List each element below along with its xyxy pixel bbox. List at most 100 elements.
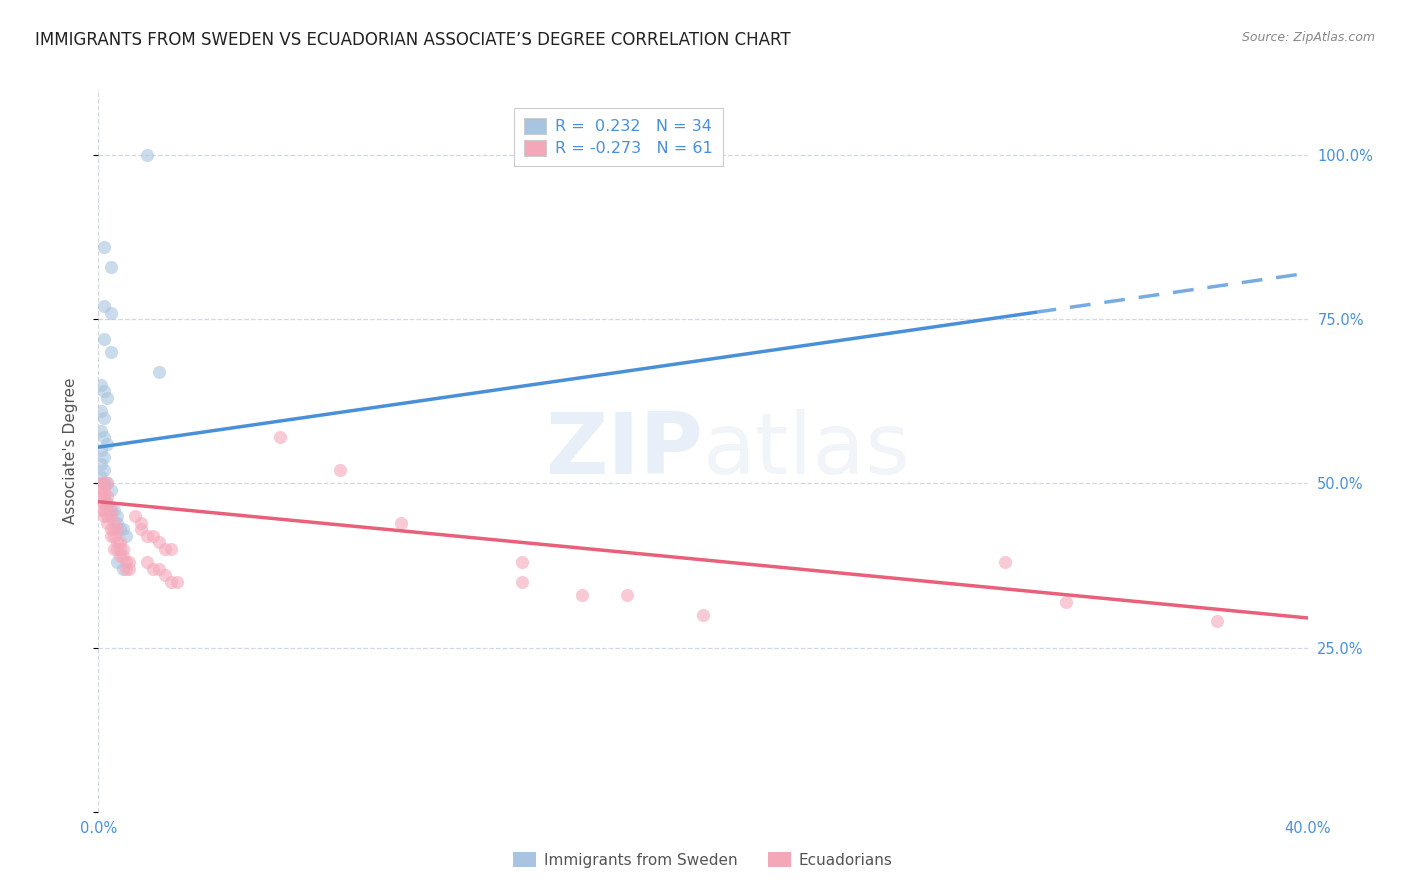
Point	[105, 555, 128, 569]
Point	[994, 555, 1017, 569]
Point	[103, 502, 125, 516]
Point	[103, 529, 125, 543]
Point	[114, 562, 136, 576]
Point	[111, 562, 134, 576]
Point	[90, 457, 112, 471]
Point	[100, 260, 122, 274]
Point	[100, 345, 122, 359]
Text: IMMIGRANTS FROM SWEDEN VS ECUADORIAN ASSOCIATE’S DEGREE CORRELATION CHART: IMMIGRANTS FROM SWEDEN VS ECUADORIAN ASS…	[35, 31, 790, 49]
Point	[105, 516, 128, 530]
Point	[100, 305, 122, 319]
Point	[103, 522, 125, 536]
Point	[148, 535, 170, 549]
Point	[129, 516, 152, 530]
Point	[108, 549, 131, 563]
Point	[135, 529, 157, 543]
Point	[96, 490, 118, 504]
Point	[96, 516, 118, 530]
Point	[148, 562, 170, 576]
Point	[135, 555, 157, 569]
Point	[93, 299, 115, 313]
Point	[616, 588, 638, 602]
Point	[90, 424, 112, 438]
Point	[90, 483, 112, 497]
Point	[1206, 614, 1229, 628]
Point	[100, 502, 122, 516]
Point	[93, 490, 115, 504]
Point	[103, 516, 125, 530]
Point	[90, 476, 112, 491]
Point	[96, 502, 118, 516]
Point	[90, 490, 112, 504]
Point	[90, 377, 112, 392]
Point	[129, 522, 152, 536]
Point	[148, 365, 170, 379]
Point	[108, 541, 131, 556]
Legend: R =  0.232   N = 34, R = -0.273   N = 61: R = 0.232 N = 34, R = -0.273 N = 61	[515, 108, 723, 166]
Point	[114, 529, 136, 543]
Legend: Immigrants from Sweden, Ecuadorians: Immigrants from Sweden, Ecuadorians	[508, 846, 898, 873]
Point	[329, 463, 352, 477]
Text: Source: ZipAtlas.com: Source: ZipAtlas.com	[1241, 31, 1375, 45]
Point	[93, 410, 115, 425]
Point	[96, 476, 118, 491]
Point	[93, 384, 115, 399]
Point	[160, 574, 183, 589]
Point	[160, 541, 183, 556]
Text: ZIP: ZIP	[546, 409, 703, 492]
Point	[510, 574, 533, 589]
Point	[93, 463, 115, 477]
Point	[114, 555, 136, 569]
Point	[118, 562, 141, 576]
Point	[96, 391, 118, 405]
Point	[103, 541, 125, 556]
Point	[93, 476, 115, 491]
Point	[93, 483, 115, 497]
Point	[93, 430, 115, 444]
Point	[1054, 594, 1077, 608]
Point	[135, 148, 157, 162]
Point	[105, 509, 128, 524]
Point	[93, 496, 115, 510]
Point	[142, 529, 165, 543]
Point	[108, 522, 131, 536]
Point	[96, 496, 118, 510]
Point	[93, 509, 115, 524]
Point	[105, 535, 128, 549]
Point	[93, 240, 115, 254]
Point	[118, 555, 141, 569]
Point	[93, 476, 115, 491]
Point	[269, 430, 291, 444]
Point	[93, 450, 115, 464]
Point	[571, 588, 593, 602]
Point	[100, 509, 122, 524]
Point	[96, 509, 118, 524]
Text: atlas: atlas	[703, 409, 911, 492]
Point	[105, 541, 128, 556]
Point	[389, 516, 412, 530]
Point	[100, 529, 122, 543]
Point	[93, 332, 115, 346]
Point	[124, 509, 146, 524]
Point	[96, 437, 118, 451]
Point	[96, 496, 118, 510]
Point	[111, 522, 134, 536]
Point	[108, 535, 131, 549]
Point	[111, 549, 134, 563]
Point	[100, 522, 122, 536]
Point	[90, 443, 112, 458]
Point	[90, 469, 112, 483]
Point	[96, 476, 118, 491]
Point	[166, 574, 188, 589]
Point	[105, 522, 128, 536]
Point	[153, 568, 176, 582]
Point	[153, 541, 176, 556]
Point	[90, 502, 112, 516]
Point	[100, 483, 122, 497]
Point	[90, 404, 112, 418]
Point	[111, 541, 134, 556]
Point	[100, 502, 122, 516]
Point	[510, 555, 533, 569]
Point	[692, 607, 714, 622]
Point	[93, 502, 115, 516]
